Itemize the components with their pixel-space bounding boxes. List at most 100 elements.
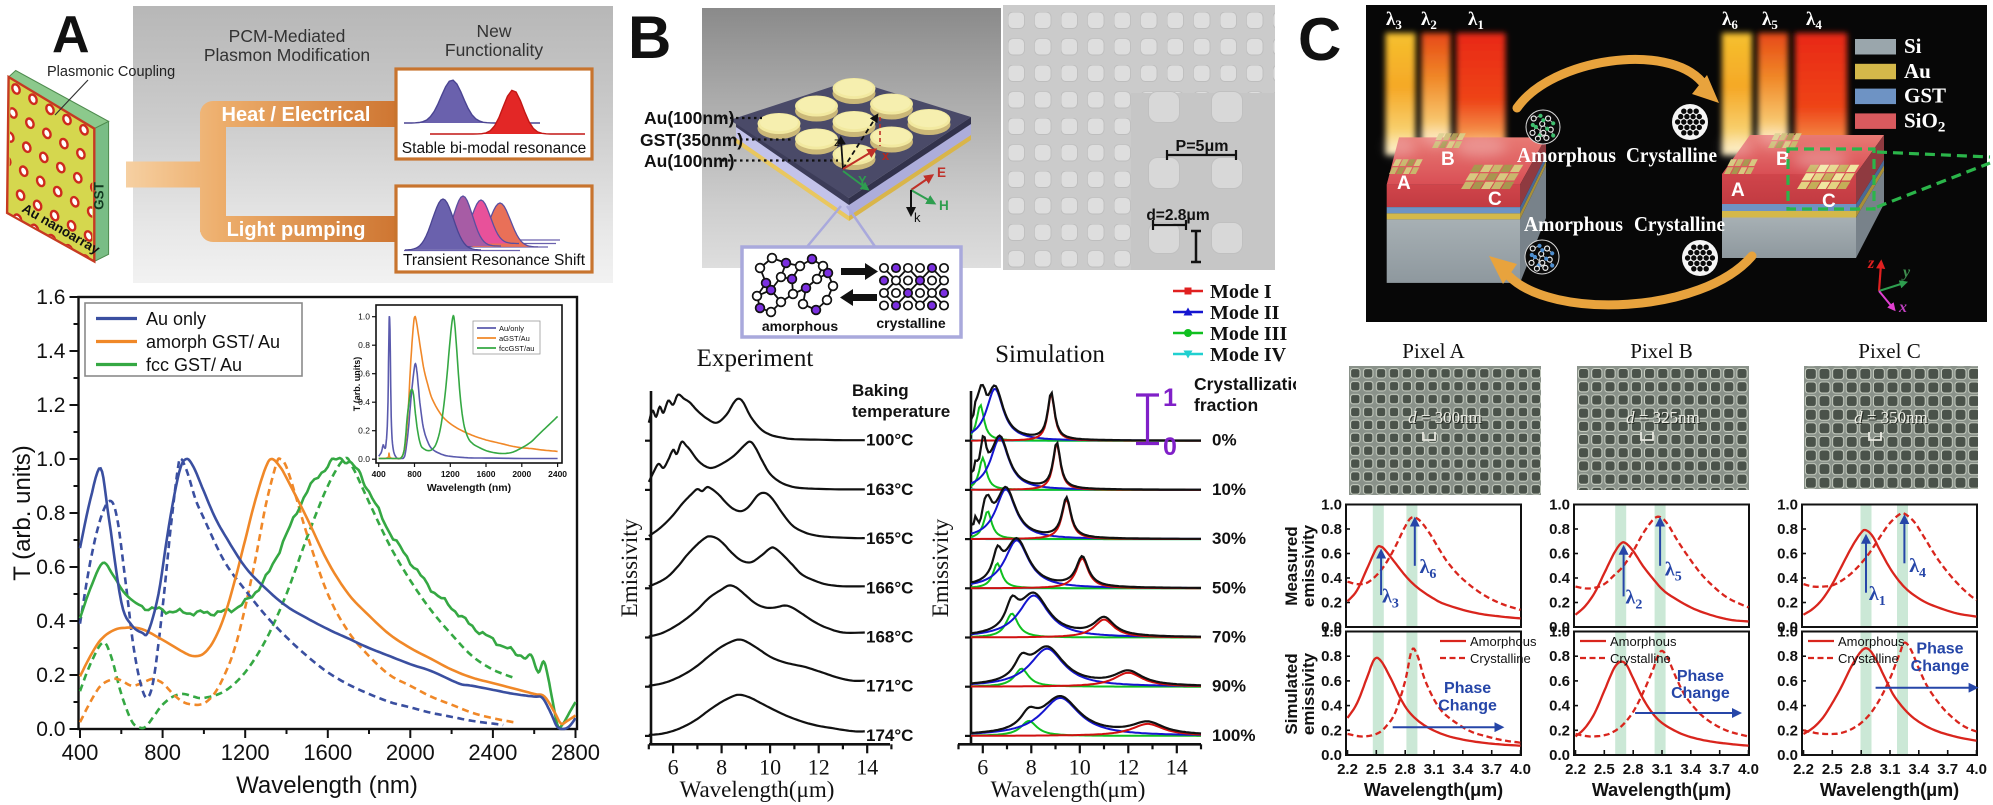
svg-text:0.0: 0.0 <box>1777 619 1798 636</box>
svg-text:Change: Change <box>1911 658 1970 675</box>
svg-text:d = 300nm: d = 300nm <box>1409 409 1483 428</box>
svg-text:0.2: 0.2 <box>1777 722 1798 739</box>
svg-text:E: E <box>937 165 946 180</box>
svg-text:Si: Si <box>1904 34 1922 58</box>
svg-text:x: x <box>882 148 890 163</box>
svg-text:0%: 0% <box>1212 431 1237 450</box>
svg-text:1.0: 1.0 <box>1549 497 1570 514</box>
svg-text:0.8: 0.8 <box>1777 648 1798 665</box>
svg-text:Experiment: Experiment <box>697 345 814 372</box>
svg-text:3.1: 3.1 <box>1652 761 1673 778</box>
svg-text:B: B <box>1776 149 1790 170</box>
svg-text:0.6: 0.6 <box>1777 673 1798 690</box>
svg-text:Wavelength(μm): Wavelength(μm) <box>991 777 1146 802</box>
svg-text:0.2: 0.2 <box>358 426 370 436</box>
svg-text:3.1: 3.1 <box>1424 761 1445 778</box>
svg-text:B: B <box>628 4 671 71</box>
svg-text:0: 0 <box>1163 433 1177 461</box>
svg-text:0.0: 0.0 <box>358 454 370 464</box>
svg-text:Crystalline: Crystalline <box>1634 212 1725 236</box>
svg-text:Change: Change <box>1671 685 1730 702</box>
svg-text:3.1: 3.1 <box>1880 761 1901 778</box>
svg-text:Crystalline: Crystalline <box>1838 651 1899 666</box>
svg-text:10: 10 <box>1069 754 1091 779</box>
svg-text:2400: 2400 <box>468 740 517 765</box>
svg-text:0.0: 0.0 <box>36 718 65 741</box>
svg-text:800: 800 <box>407 469 421 479</box>
svg-text:Wavelength (nm): Wavelength (nm) <box>427 482 511 494</box>
svg-text:B: B <box>1441 149 1455 170</box>
svg-text:0.8: 0.8 <box>358 340 370 350</box>
svg-text:174°C: 174°C <box>866 726 913 745</box>
svg-text:Measured: Measured <box>1282 526 1301 605</box>
svg-text:emissivity: emissivity <box>1299 652 1318 735</box>
svg-text:0.8: 0.8 <box>1549 648 1570 665</box>
svg-text:Au(100nm): Au(100nm) <box>644 108 734 128</box>
svg-text:12: 12 <box>1117 754 1139 779</box>
svg-text:1.0: 1.0 <box>36 448 65 471</box>
svg-text:A: A <box>52 6 90 64</box>
svg-text:GST: GST <box>92 181 107 210</box>
svg-text:0.6: 0.6 <box>1549 546 1570 563</box>
svg-text:Au only: Au only <box>146 309 206 329</box>
svg-text:Change: Change <box>1438 698 1497 715</box>
svg-text:2400: 2400 <box>548 469 567 479</box>
svg-text:amorph GST/ Au: amorph GST/ Au <box>146 332 280 352</box>
svg-text:90%: 90% <box>1212 677 1246 696</box>
svg-text:3.4: 3.4 <box>1908 761 1930 778</box>
svg-text:0.4: 0.4 <box>1549 570 1571 587</box>
svg-text:2.5: 2.5 <box>1366 761 1387 778</box>
svg-text:Plasmonic Coupling: Plasmonic Coupling <box>47 64 175 80</box>
svg-text:Y: Y <box>858 173 867 188</box>
svg-text:Wavelength(μm): Wavelength(μm) <box>680 777 835 802</box>
svg-text:Mode I: Mode I <box>1210 281 1272 303</box>
svg-text:100%: 100% <box>1212 726 1255 745</box>
svg-text:Phase: Phase <box>1444 680 1491 697</box>
svg-text:1600: 1600 <box>477 469 496 479</box>
svg-text:PCM-Mediated: PCM-Mediated <box>229 26 346 46</box>
svg-text:1200: 1200 <box>441 469 460 479</box>
svg-text:Crystalline: Crystalline <box>1470 651 1531 666</box>
svg-text:3.7: 3.7 <box>1937 761 1958 778</box>
svg-text:1.0: 1.0 <box>1321 624 1342 641</box>
svg-text:fraction: fraction <box>1194 395 1258 415</box>
svg-text:H: H <box>939 198 949 213</box>
svg-text:163°C: 163°C <box>866 480 913 499</box>
svg-text:0.4: 0.4 <box>358 397 370 407</box>
svg-text:6: 6 <box>668 754 679 779</box>
svg-text:1.2: 1.2 <box>36 394 65 417</box>
svg-text:0.6: 0.6 <box>358 369 370 379</box>
svg-text:3.7: 3.7 <box>1481 761 1502 778</box>
svg-text:0.0: 0.0 <box>1321 619 1342 636</box>
svg-text:0.8: 0.8 <box>1777 521 1798 538</box>
svg-text:0.6: 0.6 <box>1777 546 1798 563</box>
svg-text:4.0: 4.0 <box>1510 761 1531 778</box>
svg-text:100°C: 100°C <box>866 431 913 450</box>
svg-text:0.4: 0.4 <box>1777 570 1799 587</box>
svg-text:Emissivity: Emissivity <box>928 518 953 617</box>
svg-text:1.0: 1.0 <box>1321 497 1342 514</box>
svg-text:8: 8 <box>1026 754 1037 779</box>
svg-text:crystalline: crystalline <box>876 315 945 331</box>
svg-text:10%: 10% <box>1212 480 1246 499</box>
svg-text:d = 350nm: d = 350nm <box>1854 408 1928 427</box>
svg-text:d=2.8μm: d=2.8μm <box>1146 207 1209 224</box>
svg-text:Amorphous: Amorphous <box>1517 143 1616 167</box>
svg-text:3.7: 3.7 <box>1709 761 1730 778</box>
svg-text:Au(100nm): Au(100nm) <box>644 151 734 171</box>
svg-text:2.8: 2.8 <box>1623 761 1644 778</box>
svg-text:Simulation: Simulation <box>995 341 1105 368</box>
svg-text:0.4: 0.4 <box>36 610 66 633</box>
svg-text:x: x <box>1898 299 1907 316</box>
svg-text:Au/only: Au/only <box>499 324 524 333</box>
svg-text:2.8: 2.8 <box>1851 761 1872 778</box>
svg-text:0.0: 0.0 <box>1321 747 1342 764</box>
svg-text:P=5μm: P=5μm <box>1176 138 1229 155</box>
svg-text:4.0: 4.0 <box>1738 761 1759 778</box>
svg-text:T (arb. units): T (arb. units) <box>352 357 362 412</box>
svg-text:1: 1 <box>1163 384 1177 412</box>
svg-text:d = 325nm: d = 325nm <box>1626 408 1700 427</box>
svg-text:Pixel C: Pixel C <box>1858 339 1920 363</box>
svg-text:Amorphous: Amorphous <box>1470 634 1537 649</box>
svg-text:10: 10 <box>759 754 781 779</box>
